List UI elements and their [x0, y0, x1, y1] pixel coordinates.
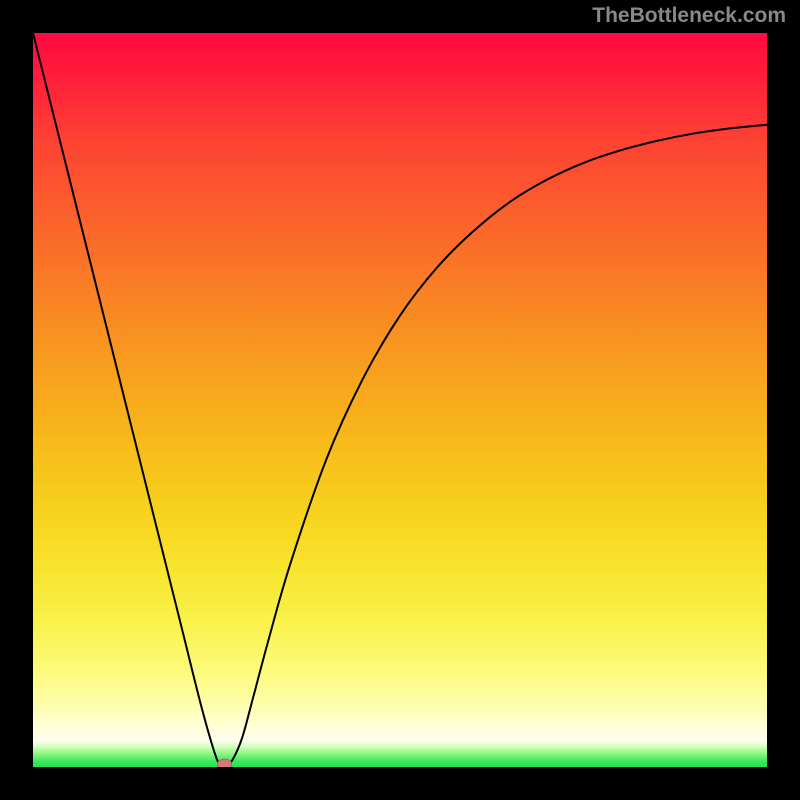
vertex-marker	[218, 759, 232, 767]
watermark-text: TheBottleneck.com	[592, 4, 786, 28]
plot-background	[33, 33, 767, 767]
plot-area	[33, 33, 767, 767]
plot-svg	[33, 33, 767, 767]
chart-container: TheBottleneck.com	[0, 0, 800, 800]
